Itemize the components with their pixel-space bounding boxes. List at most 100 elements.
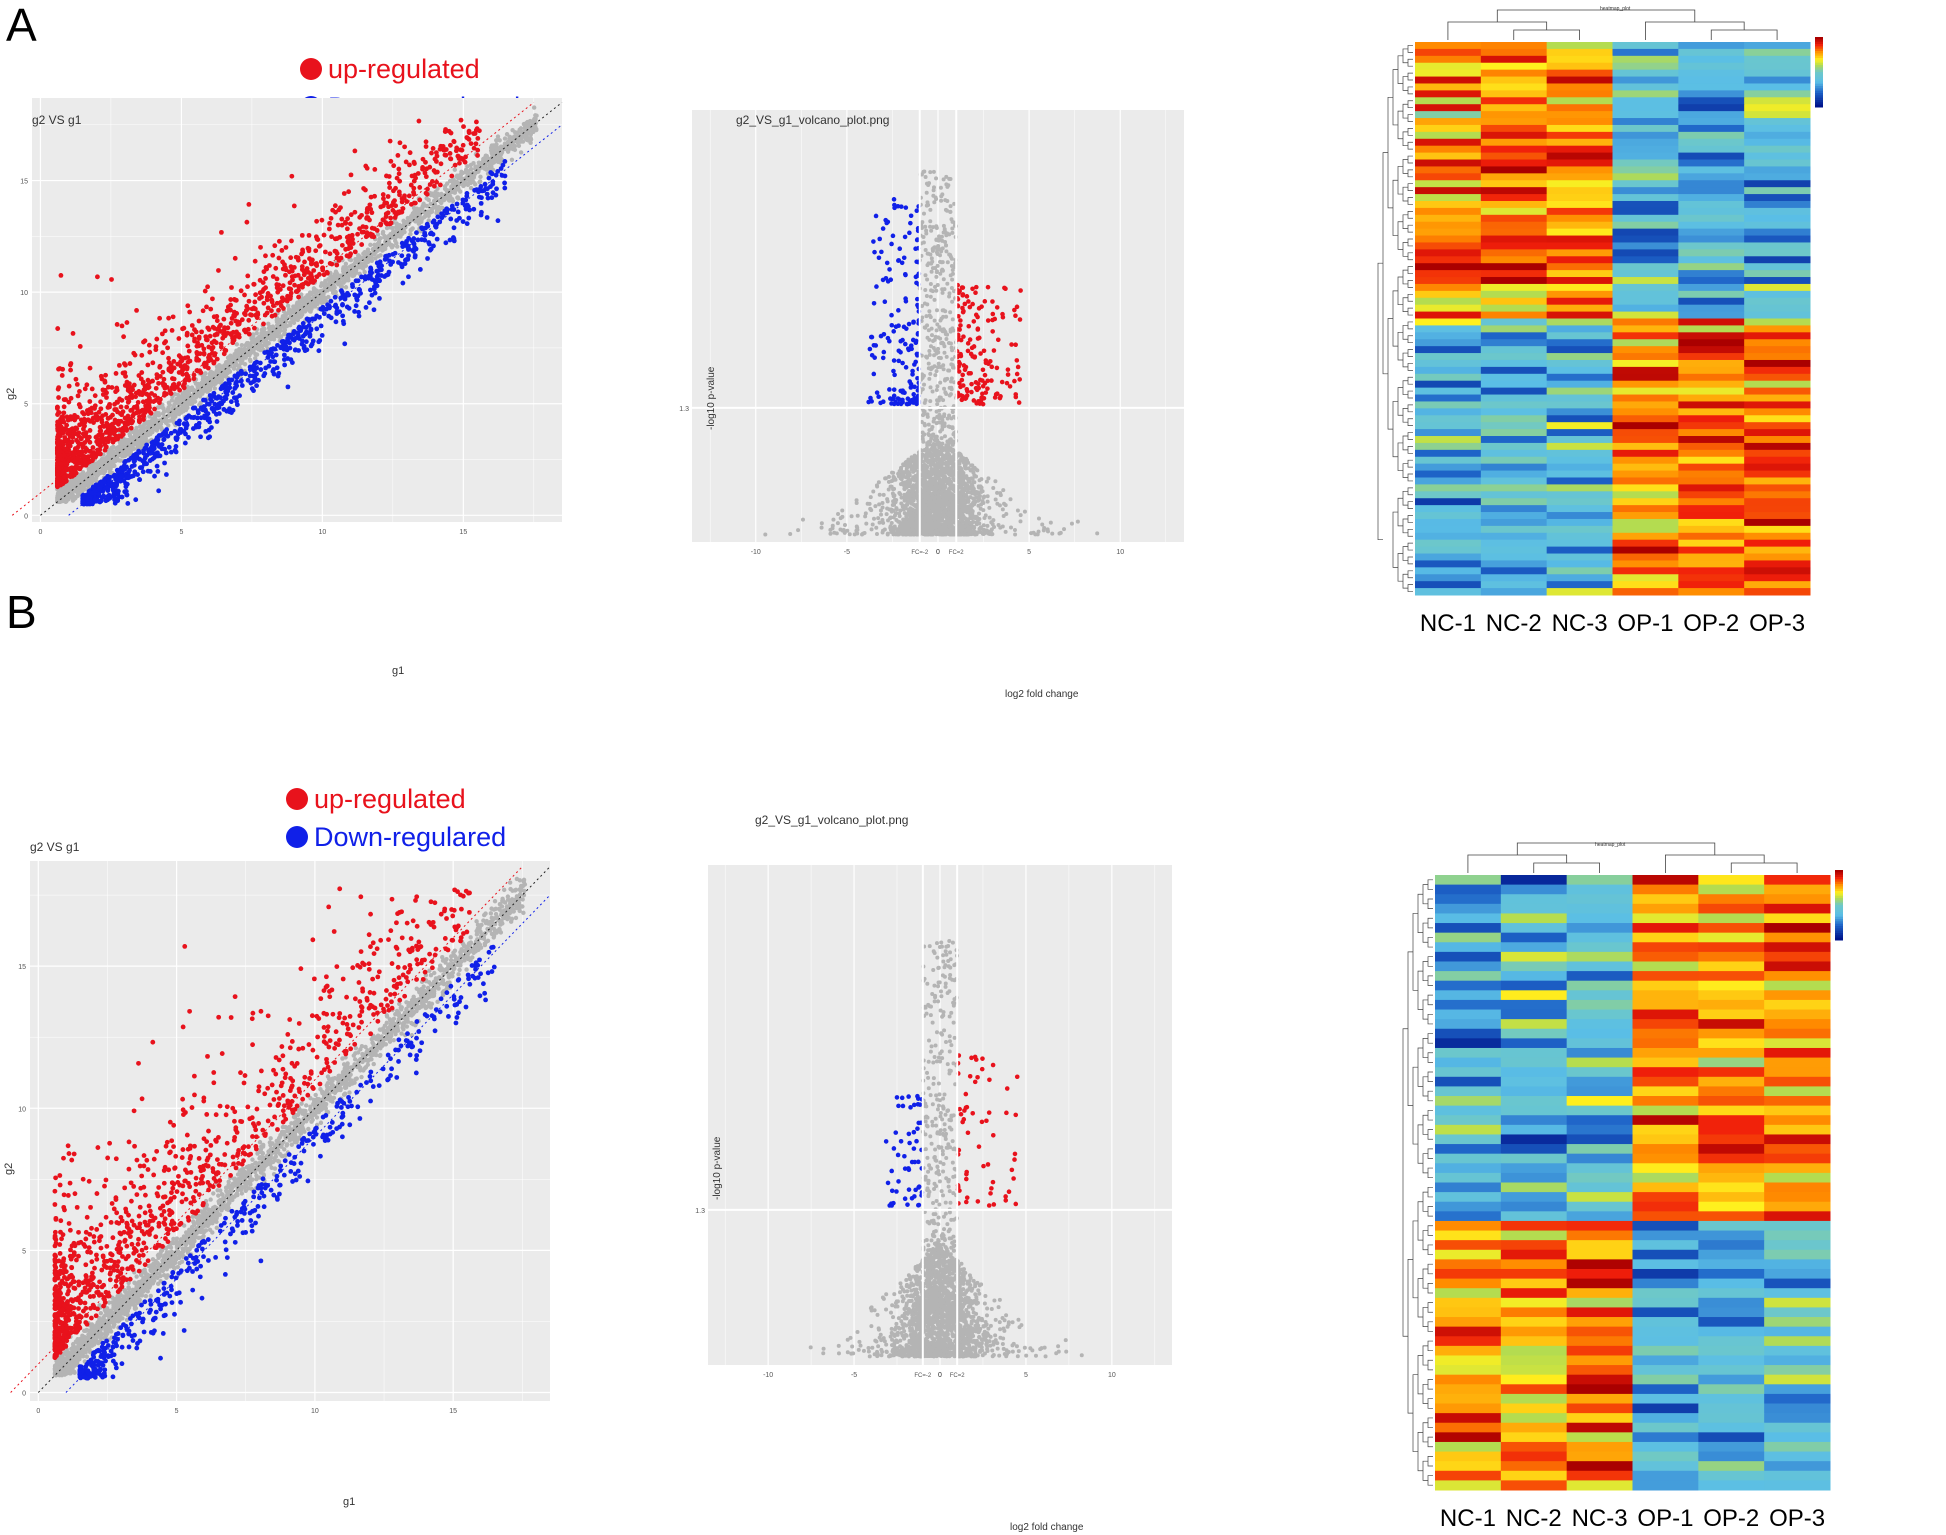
point-gray bbox=[408, 231, 413, 237]
point-up bbox=[422, 170, 428, 176]
point-gray bbox=[232, 352, 237, 357]
point-up bbox=[212, 325, 217, 331]
point-up bbox=[55, 457, 60, 463]
point-up bbox=[85, 411, 91, 417]
point-gray bbox=[302, 309, 308, 314]
point-gray bbox=[285, 303, 291, 309]
point-down bbox=[145, 468, 151, 474]
point-down bbox=[124, 492, 130, 498]
point-up bbox=[243, 308, 249, 313]
legend-up-marker bbox=[300, 58, 322, 80]
point-gray bbox=[248, 349, 254, 354]
point-up bbox=[251, 281, 257, 287]
point-down bbox=[374, 274, 380, 280]
point-up bbox=[392, 215, 398, 220]
point-gray bbox=[393, 235, 398, 240]
point-up bbox=[98, 406, 104, 412]
point-down bbox=[500, 162, 506, 168]
point-gray bbox=[110, 449, 116, 454]
point-up bbox=[72, 417, 78, 423]
point-down bbox=[399, 253, 405, 259]
point-up bbox=[106, 384, 111, 390]
point-gray bbox=[91, 478, 96, 483]
point-up bbox=[346, 189, 352, 195]
point-down bbox=[296, 324, 302, 330]
point-gray bbox=[439, 200, 444, 206]
legend-down-marker bbox=[286, 826, 308, 848]
point-up bbox=[386, 180, 392, 186]
point-gray bbox=[169, 398, 175, 403]
point-up bbox=[206, 358, 211, 364]
point-up bbox=[56, 366, 61, 372]
point-up bbox=[111, 436, 117, 442]
point-gray bbox=[299, 306, 304, 312]
point-up bbox=[415, 171, 421, 176]
point-down bbox=[419, 225, 424, 231]
point-up bbox=[322, 249, 328, 255]
point-up bbox=[270, 274, 276, 279]
point-up bbox=[382, 200, 388, 206]
point-up bbox=[269, 297, 275, 303]
point-gray bbox=[189, 385, 195, 390]
point-up bbox=[283, 245, 289, 250]
point-up bbox=[225, 325, 231, 331]
point-up bbox=[321, 272, 327, 278]
point-gray bbox=[307, 308, 312, 313]
point-down bbox=[234, 379, 240, 385]
point-up bbox=[68, 367, 74, 373]
point-up bbox=[142, 338, 148, 344]
point-up bbox=[121, 334, 127, 340]
point-down bbox=[454, 218, 460, 223]
point-gray bbox=[533, 113, 538, 118]
point-up bbox=[128, 408, 134, 413]
point-up bbox=[225, 330, 230, 336]
point-down bbox=[314, 326, 320, 332]
point-up bbox=[65, 431, 71, 436]
point-up bbox=[181, 325, 187, 331]
point-gray bbox=[242, 352, 248, 357]
point-gray bbox=[489, 161, 494, 167]
point-up bbox=[56, 385, 62, 390]
point-gray bbox=[181, 396, 187, 401]
point-up bbox=[397, 192, 402, 198]
point-down bbox=[484, 191, 490, 197]
point-down bbox=[276, 370, 282, 376]
point-up bbox=[201, 350, 207, 356]
point-down bbox=[133, 497, 139, 503]
point-up bbox=[130, 418, 136, 424]
point-down bbox=[123, 489, 129, 494]
point-gray bbox=[111, 457, 117, 463]
point-up bbox=[403, 159, 409, 165]
point-up bbox=[171, 376, 177, 382]
point-down bbox=[273, 352, 279, 358]
point-up bbox=[109, 385, 115, 390]
point-up bbox=[306, 248, 312, 254]
point-up bbox=[55, 326, 61, 331]
point-down bbox=[486, 175, 492, 181]
point-up bbox=[431, 168, 437, 173]
point-up bbox=[288, 286, 294, 292]
point-down bbox=[226, 377, 232, 383]
point-up bbox=[258, 244, 263, 250]
point-up bbox=[122, 361, 127, 367]
point-up bbox=[68, 361, 74, 366]
point-up bbox=[140, 407, 146, 413]
point-up bbox=[475, 135, 481, 141]
point-down bbox=[162, 429, 168, 435]
point-up bbox=[374, 228, 380, 233]
point-gray bbox=[291, 320, 297, 326]
point-up bbox=[359, 212, 364, 218]
point-down bbox=[483, 186, 489, 191]
point-down bbox=[316, 339, 322, 345]
point-up bbox=[56, 395, 61, 400]
point-up bbox=[166, 360, 172, 365]
point-down bbox=[203, 428, 209, 434]
point-gray bbox=[986, 476, 991, 481]
point-down bbox=[80, 499, 86, 504]
point-up bbox=[319, 217, 325, 223]
point-gray bbox=[428, 201, 433, 207]
point-gray bbox=[154, 425, 159, 431]
point-down bbox=[316, 348, 322, 354]
point-gray bbox=[185, 393, 190, 398]
legend-up-label: up-regulated bbox=[314, 783, 466, 814]
